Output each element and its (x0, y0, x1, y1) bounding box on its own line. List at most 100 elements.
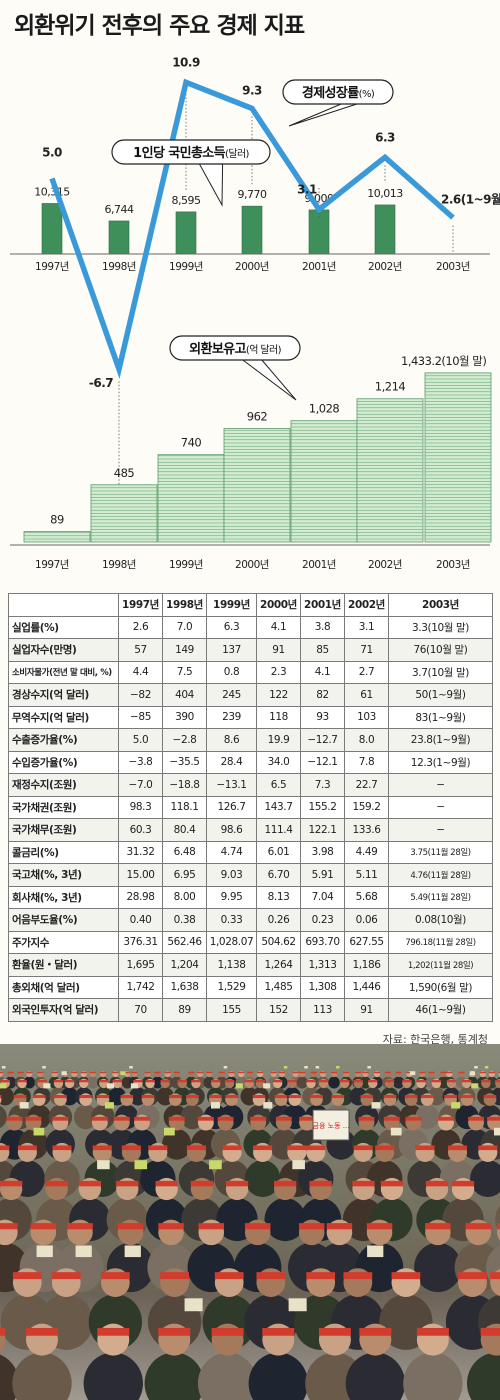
table-cell: 149 (162, 638, 207, 662)
table-cell: 28.4 (206, 750, 257, 774)
person-headband (25, 1116, 42, 1121)
table-cell: 31.32 (118, 840, 163, 864)
person-headband (177, 1079, 187, 1083)
person-flag (336, 1066, 340, 1069)
person-headband (0, 1095, 2, 1099)
fx-reserve-bar (356, 398, 424, 543)
table-column-header: 2003년 (388, 593, 493, 617)
gni-bar-label: 8,595 (172, 194, 201, 207)
table-row-label: 국가채권(조원) (8, 795, 119, 819)
person-headband (121, 1145, 141, 1151)
person-body (87, 1076, 99, 1089)
fx-reserve-label: 740 (181, 436, 202, 450)
person-headband (299, 1071, 306, 1074)
table-row-label: 실업률(%) (8, 615, 119, 639)
person-headband (339, 1079, 350, 1083)
table-header-row: 1997년 1998년 1999년 2000년 2001년 2002년 2003년 (8, 593, 493, 617)
person-headband (124, 1071, 131, 1074)
person-headband (318, 1079, 329, 1083)
person-headband (54, 1095, 67, 1099)
person-headband (80, 1071, 87, 1074)
person-headband (211, 1079, 221, 1083)
person-headband (490, 1272, 500, 1280)
table-column-header: 1999년 (206, 593, 257, 617)
callout-pointer (241, 358, 297, 401)
table-row: 경상수지(억 달러) −82 404 245 122 82 61 50(1~9월) (8, 683, 493, 707)
person-headband (51, 1272, 81, 1280)
person-headband (253, 1145, 273, 1151)
person-headband (366, 1223, 393, 1230)
person-headband (160, 1079, 170, 1083)
person-body (328, 1076, 340, 1089)
crowd-illustration: 금융 노동 ... (0, 1044, 500, 1400)
crowd-person (12, 1323, 72, 1400)
table-row-label: 어음부도율(%) (8, 908, 119, 932)
person-headband (71, 1071, 78, 1074)
person-body (73, 1104, 98, 1130)
person-headband (154, 1071, 161, 1074)
table-cell: 6.70 (256, 863, 301, 887)
table-row-label: 소비자물가(전년 말 대비, %) (8, 660, 119, 684)
person-headband (198, 1223, 225, 1230)
gni-x-tick-label: 2000년 (235, 261, 269, 273)
person-flag (471, 1083, 479, 1089)
table-cell: 1,204 (162, 953, 207, 977)
table-row-label: 재정수지(조원) (8, 773, 119, 797)
person-headband (360, 1095, 374, 1099)
fx-reserve-bar (23, 531, 91, 543)
person-headband (134, 1116, 150, 1121)
table-cell: 504.62 (256, 930, 301, 954)
person-flag (36, 1245, 53, 1258)
table-cell: −85 (118, 705, 163, 729)
person-headband (0, 1071, 4, 1074)
person-flag (371, 1102, 381, 1109)
person-headband (354, 1071, 362, 1074)
fx-x-tick-label: 2000년 (235, 559, 269, 571)
person-headband (78, 1180, 102, 1187)
person-headband (468, 1116, 484, 1121)
person-headband (158, 1223, 184, 1230)
person-flag (163, 1127, 175, 1136)
person-headband (368, 1079, 378, 1083)
table-cell: 22.7 (344, 773, 389, 797)
fx-reserve-label: 962 (247, 409, 268, 423)
person-headband (375, 1145, 395, 1151)
person-headband (446, 1079, 457, 1083)
person-headband (465, 1223, 492, 1230)
person-headband (458, 1071, 465, 1074)
table-cell: 98.6 (206, 818, 257, 842)
table-cell: 71 (344, 638, 389, 662)
table-cell: 1,313 (300, 953, 345, 977)
person-headband (52, 1145, 72, 1151)
person-headband (278, 1071, 285, 1074)
person-headband (13, 1095, 27, 1099)
table-cell: 5.49(11월 28일) (388, 885, 493, 909)
table-cell: 1,638 (162, 975, 207, 999)
person-headband (383, 1116, 400, 1121)
table-row: 소비자물가(전년 말 대비, %) 4.4 7.5 0.8 2.3 4.1 2.7 3.7(1… (8, 660, 493, 684)
person-headband (416, 1079, 426, 1083)
table-cell: 0.23 (300, 908, 345, 932)
person-flag (409, 1071, 416, 1076)
table-row-label: 경상수지(억 달러) (8, 683, 119, 707)
table-cell: 627.55 (344, 930, 389, 954)
person-headband (158, 1327, 191, 1336)
crowd-person (415, 1093, 439, 1130)
table-cell: 1,308 (300, 975, 345, 999)
table-cell: 8.00 (162, 885, 207, 909)
person-headband (380, 1180, 404, 1187)
person-flag (469, 1071, 476, 1076)
fx-reserve-bar (290, 420, 358, 543)
person-headband (112, 1079, 122, 1083)
person-headband (206, 1071, 213, 1074)
crowd-person (414, 1219, 462, 1293)
person-headband (415, 1145, 435, 1151)
person-body (392, 1076, 405, 1089)
table-row-label: 회사채(%, 3년) (8, 885, 119, 909)
person-body (414, 1242, 462, 1293)
person-headband (17, 1079, 27, 1083)
table-cell: 4.4 (118, 660, 163, 684)
person-headband (447, 1145, 468, 1151)
growth-data-label: 6.3 (375, 130, 395, 144)
person-headband (97, 1327, 130, 1336)
